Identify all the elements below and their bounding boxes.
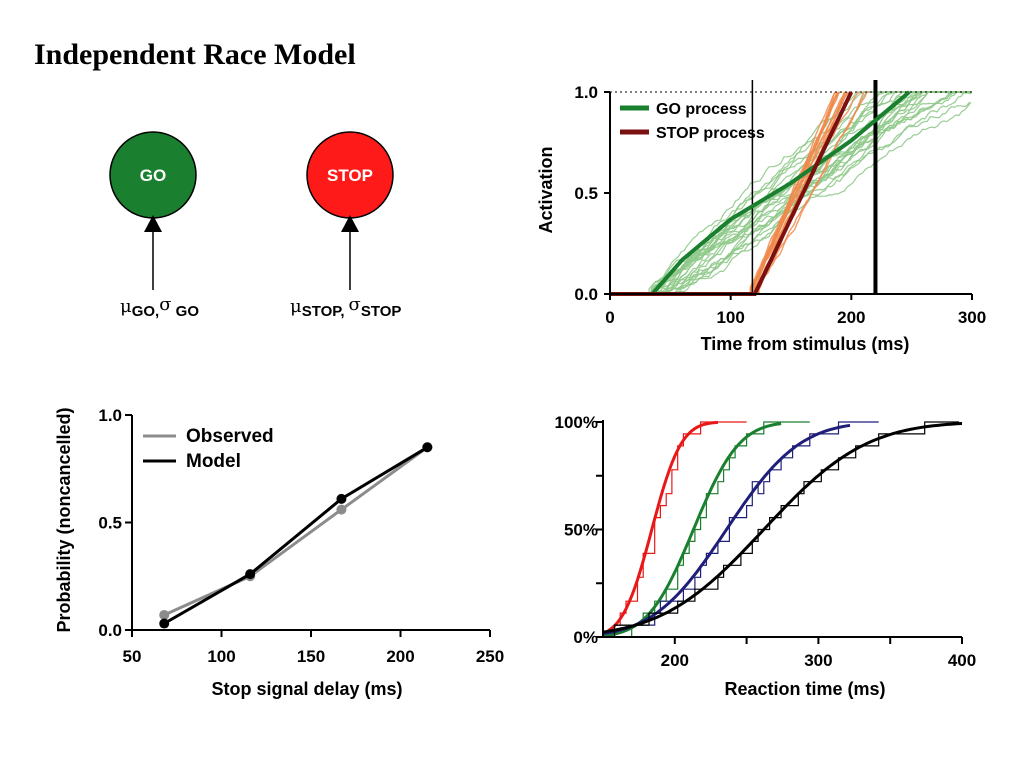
go-sample-trace [610, 91, 970, 295]
rt-y-tick-label: 100% [555, 413, 598, 432]
go-sample-trace [610, 91, 970, 295]
rt-model-curve [602, 422, 963, 634]
observed-point [159, 609, 170, 620]
stop-sigma-sub: STOP [361, 303, 402, 320]
rt-observed-curve [603, 421, 879, 638]
activation-chart: 0 100 200 300 0.0 0.5 1.0 Time from stimulus (… [536, 80, 986, 354]
activation-y-tick-label: 1.0 [574, 83, 598, 102]
activation-x-tick-label: 200 [837, 308, 865, 327]
inhibition-y-tick-label: 0.0 [98, 621, 122, 640]
stop-mu-symbol: μ [290, 296, 302, 317]
inhibition-y-tick-label: 1.0 [98, 406, 122, 425]
inhibition-x-tick-label: 200 [386, 647, 414, 666]
observed-line [163, 446, 429, 617]
rt-model-curve [602, 423, 851, 636]
activation-x-tick-label: 300 [958, 308, 986, 327]
go-sample-trace [610, 91, 970, 295]
model-point [336, 493, 347, 504]
go-sample-trace [610, 91, 970, 295]
stop-mean-line [610, 91, 854, 296]
rt-model-curve [602, 420, 719, 635]
model-point [159, 618, 170, 629]
activation-y-label: Activation [536, 146, 556, 233]
stop-sample-trace [755, 91, 870, 294]
model-line [163, 446, 429, 625]
go-input-arrowhead-icon [144, 215, 162, 232]
inhibition-tick-layer: 50 100 150 200 250 0.0 0.5 1.0 [98, 406, 504, 666]
stop-mu-sub: STOP, [302, 303, 345, 320]
slide-title: Independent Race Model [34, 38, 356, 71]
rt-distribution-chart: 200 300 400 0% 50% 100% Reaction time (ms) [555, 413, 977, 699]
stop-sample-trace [749, 91, 840, 294]
go-node-label: GO [140, 166, 166, 185]
model-point [245, 569, 256, 580]
go-sample-trace [610, 91, 972, 295]
activation-tick-layer: 0 100 200 300 0.0 0.5 1.0 [574, 83, 986, 327]
inhibition-x-tick-label: 50 [123, 647, 142, 666]
rt-x-tick-label: 300 [804, 651, 832, 670]
rt-x-tick-label: 400 [948, 651, 976, 670]
legend-label-go: GO process [656, 101, 747, 118]
rt-observed-curve [603, 421, 810, 638]
go-sample-trace [610, 91, 971, 295]
rt-mark-layer [602, 420, 963, 638]
go-mu-symbol: μ [120, 296, 132, 317]
go-sample-trace [610, 91, 972, 295]
inhibition-y-label: Probability (noncancelled) [54, 407, 74, 632]
inhibition-y-tick-label: 0.5 [98, 514, 122, 533]
stop-node-label: STOP [327, 166, 373, 185]
go-param-sep: , [155, 303, 159, 320]
rt-x-label: Reaction time (ms) [724, 679, 885, 699]
rt-x-tick-label: 200 [661, 651, 689, 670]
inhibition-x-tick-label: 100 [207, 647, 235, 666]
stop-input-arrowhead-icon [341, 215, 359, 232]
activation-legend: GO process STOP process [620, 101, 765, 142]
activation-x-tick-label: 0 [605, 308, 614, 327]
activation-trace-layer [610, 91, 972, 295]
model-point [422, 442, 433, 453]
go-params: μGO,σ GO [120, 294, 199, 320]
observed-point [336, 504, 347, 515]
go-mu-sub: GO [132, 303, 156, 320]
activation-x-label: Time from stimulus (ms) [701, 334, 910, 354]
go-sample-trace [610, 91, 972, 295]
activation-y-tick-label: 0.5 [574, 184, 598, 203]
race-diagram: GO μGO,σ GO STOP μSTOP, σSTOP [109, 131, 401, 320]
inhibition-legend: Observed Model [143, 426, 274, 472]
stop-sample-trace [753, 91, 838, 294]
activation-x-tick-label: 100 [716, 308, 744, 327]
inhibition-x-tick-label: 150 [297, 647, 325, 666]
rt-y-tick-label: 0% [573, 628, 598, 647]
go-sigma-sub: GO [172, 303, 200, 320]
inhibition-x-label: Stop signal delay (ms) [211, 679, 402, 699]
inhibition-x-tick-label: 250 [476, 647, 504, 666]
go-sample-trace [610, 91, 970, 295]
inhibition-mark-layer [159, 442, 433, 629]
rt-tick-layer: 200 300 400 0% 50% 100% [555, 413, 977, 670]
stop-params: μSTOP, σSTOP [290, 294, 401, 320]
activation-y-tick-label: 0.0 [574, 285, 598, 304]
legend-label-model: Model [186, 451, 241, 472]
go-sigma-symbol: σ [159, 294, 171, 315]
stop-sigma-symbol: σ [349, 294, 361, 315]
inhibition-chart: 50 100 150 200 250 0.0 0.5 1.0 Stop signal dela… [54, 406, 504, 699]
rt-y-tick-label: 50% [564, 521, 598, 540]
legend-label-stop: STOP process [656, 125, 765, 142]
legend-label-observed: Observed [186, 426, 274, 447]
